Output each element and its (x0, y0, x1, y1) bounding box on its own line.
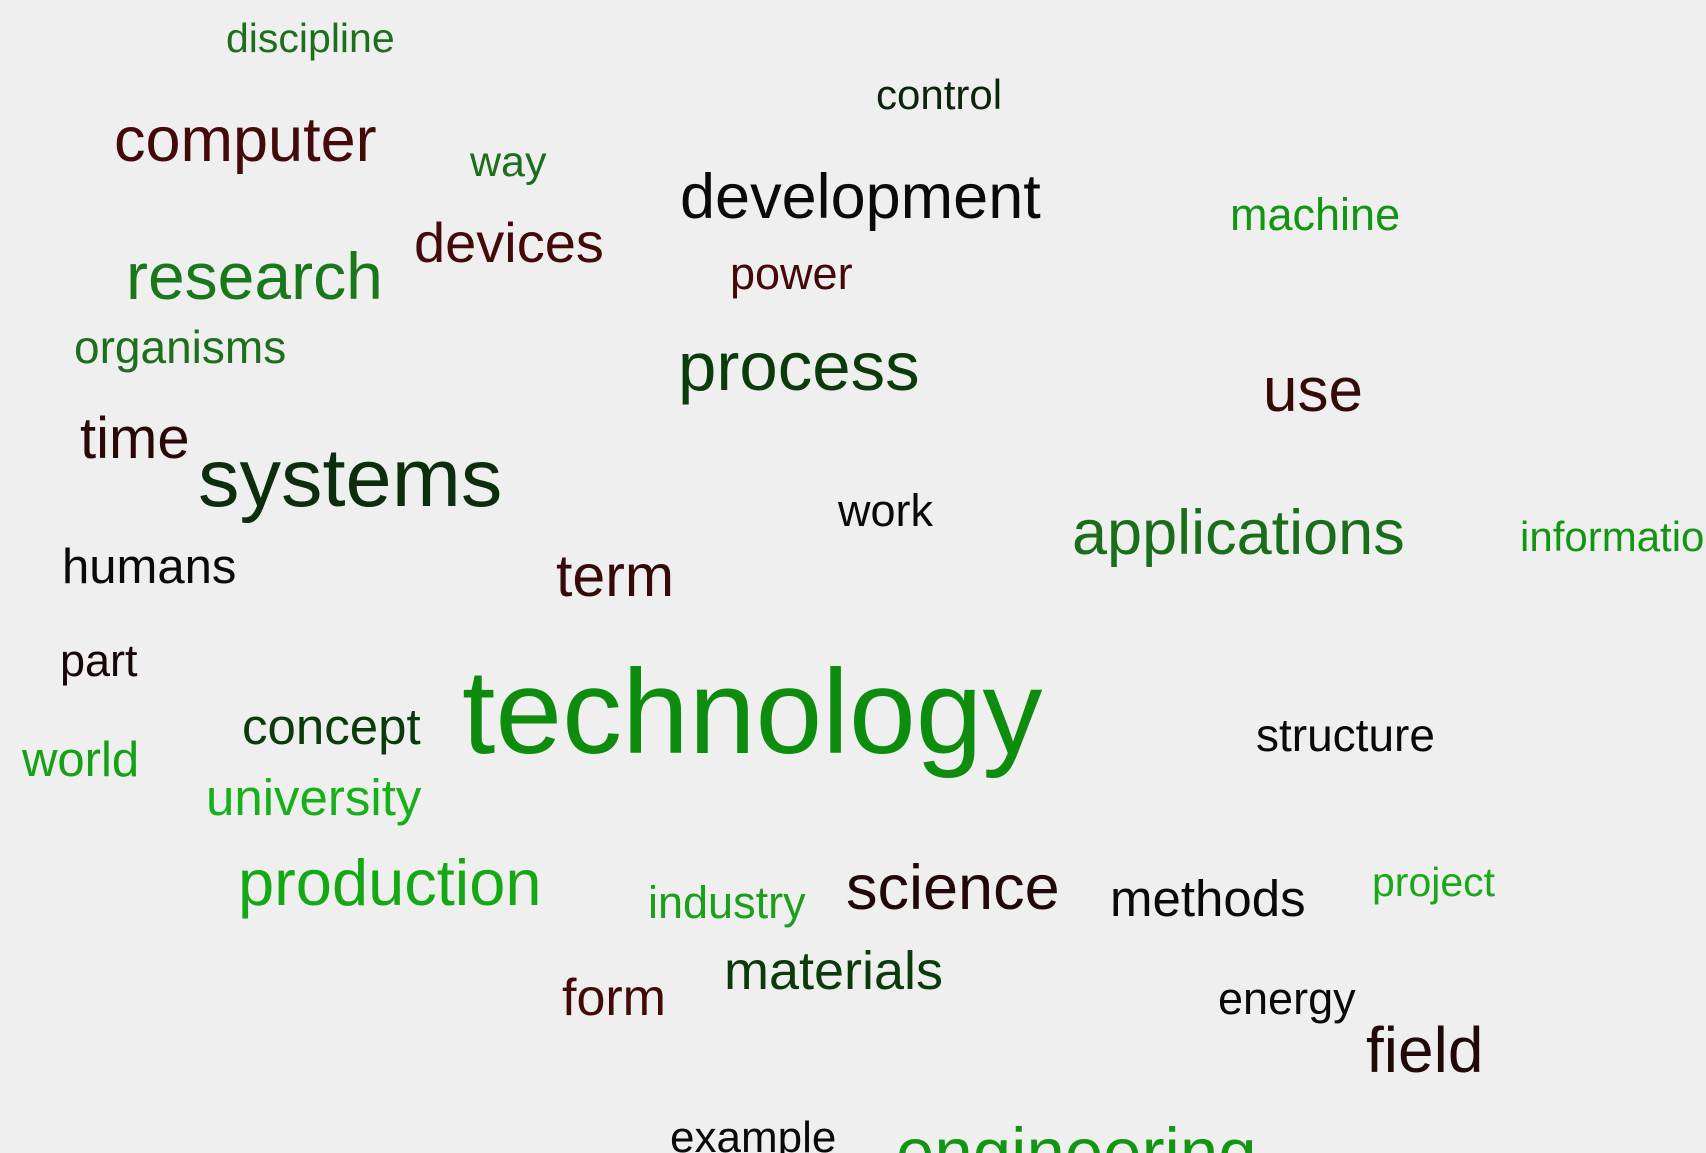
word-research: research (126, 239, 383, 313)
word-production: production (238, 846, 542, 919)
word-materials: materials (724, 941, 944, 1001)
word-power: power (730, 248, 853, 299)
word-engineering: engineering (896, 1114, 1257, 1153)
word-technology: technology (462, 645, 1043, 779)
word-project: project (1372, 859, 1496, 905)
word-time: time (80, 406, 190, 471)
word-process: process (678, 328, 920, 405)
word-control: control (876, 71, 1003, 118)
word-computer: computer (114, 105, 377, 175)
word-applications: applications (1072, 498, 1405, 568)
word-use: use (1263, 356, 1363, 425)
word-concept: concept (242, 698, 421, 755)
word-work: work (838, 485, 934, 536)
word-devices: devices (414, 211, 604, 274)
word-industry: industry (648, 877, 806, 928)
word-discipline: discipline (226, 15, 395, 61)
word-field: field (1366, 1014, 1484, 1086)
word-energy: energy (1218, 973, 1356, 1024)
word-example: example (670, 1113, 837, 1153)
word-development: development (680, 162, 1041, 232)
word-term: term (556, 543, 674, 609)
word-humans: humans (62, 540, 237, 594)
word-information: information (1520, 513, 1706, 560)
word-form: form (562, 969, 666, 1027)
word-structure: structure (1256, 709, 1435, 761)
word-organisms: organisms (74, 321, 287, 373)
word-machine: machine (1230, 189, 1401, 240)
word-science: science (846, 853, 1060, 923)
word-systems: systems (198, 431, 503, 524)
word-methods: methods (1110, 870, 1306, 927)
word-world: world (22, 733, 140, 787)
word-way: way (470, 138, 547, 186)
word-university: university (206, 769, 422, 826)
word-part: part (60, 635, 138, 686)
